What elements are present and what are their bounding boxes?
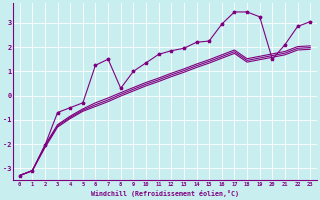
X-axis label: Windchill (Refroidissement éolien,°C): Windchill (Refroidissement éolien,°C) [91, 190, 239, 197]
